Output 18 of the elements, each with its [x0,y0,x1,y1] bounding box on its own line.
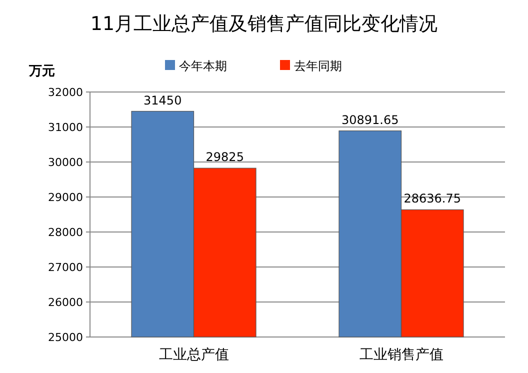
y-tick-label: 32000 [48,86,83,99]
x-tick-label: 工业销售产值 [359,347,444,363]
y-tick-label: 28000 [48,226,83,239]
data-label: 29825 [206,150,244,164]
data-label: 30891.65 [341,112,399,127]
y-tick-label: 26000 [48,296,83,309]
data-label: 31450 [144,93,182,108]
legend-label: 今年本期 [179,59,227,73]
legend-label: 去年同期 [294,59,342,73]
chart-title: 11月工业总产值及销售产值同比变化情况 [90,13,438,35]
x-tick-label: 工业总产值 [158,347,229,363]
y-tick-label: 29000 [48,191,83,204]
y-tick-label: 31000 [48,121,83,134]
data-label: 28636.75 [404,192,462,206]
y-tick-label: 25000 [48,331,83,344]
y-axis-title: 万元 [28,64,55,79]
y-tick-label: 30000 [48,156,83,169]
y-tick-label: 27000 [48,261,83,274]
